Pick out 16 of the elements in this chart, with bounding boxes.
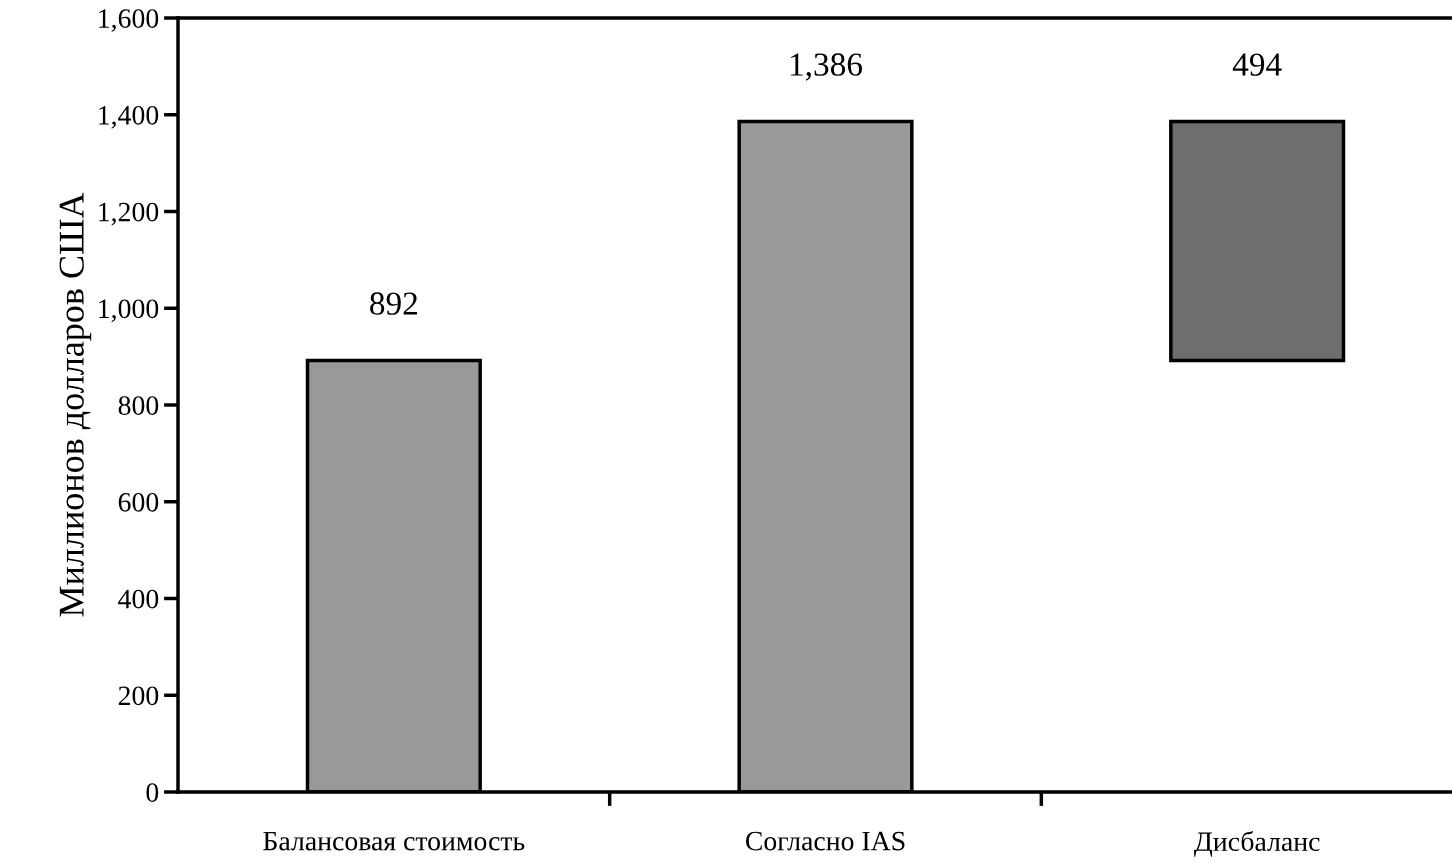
y-tick-label: 800 bbox=[118, 396, 159, 415]
y-tick-label: 400 bbox=[118, 589, 159, 609]
y-tick-label: 1,600 bbox=[99, 9, 159, 32]
y-tick-label: 200 bbox=[118, 686, 159, 706]
y-tick-label: 1,400 bbox=[99, 105, 159, 129]
y-tick-label: 1,000 bbox=[99, 299, 159, 323]
data-label: 1,386 bbox=[790, 53, 863, 81]
y-axis-title: Миллионов долларов США bbox=[59, 192, 92, 617]
y-tick-label: 1,200 bbox=[99, 202, 159, 226]
x-tick-label: Согласно IAS bbox=[745, 831, 905, 851]
data-label: 892 bbox=[370, 292, 417, 315]
x-tick-label: Балансовая стоимость bbox=[263, 831, 525, 851]
y-tick-label: 600 bbox=[118, 492, 159, 512]
data-label: 494 bbox=[1232, 53, 1282, 76]
y-tick-label: 0 bbox=[146, 783, 159, 802]
x-tick-label: Дисбаланс bbox=[1194, 830, 1320, 857]
